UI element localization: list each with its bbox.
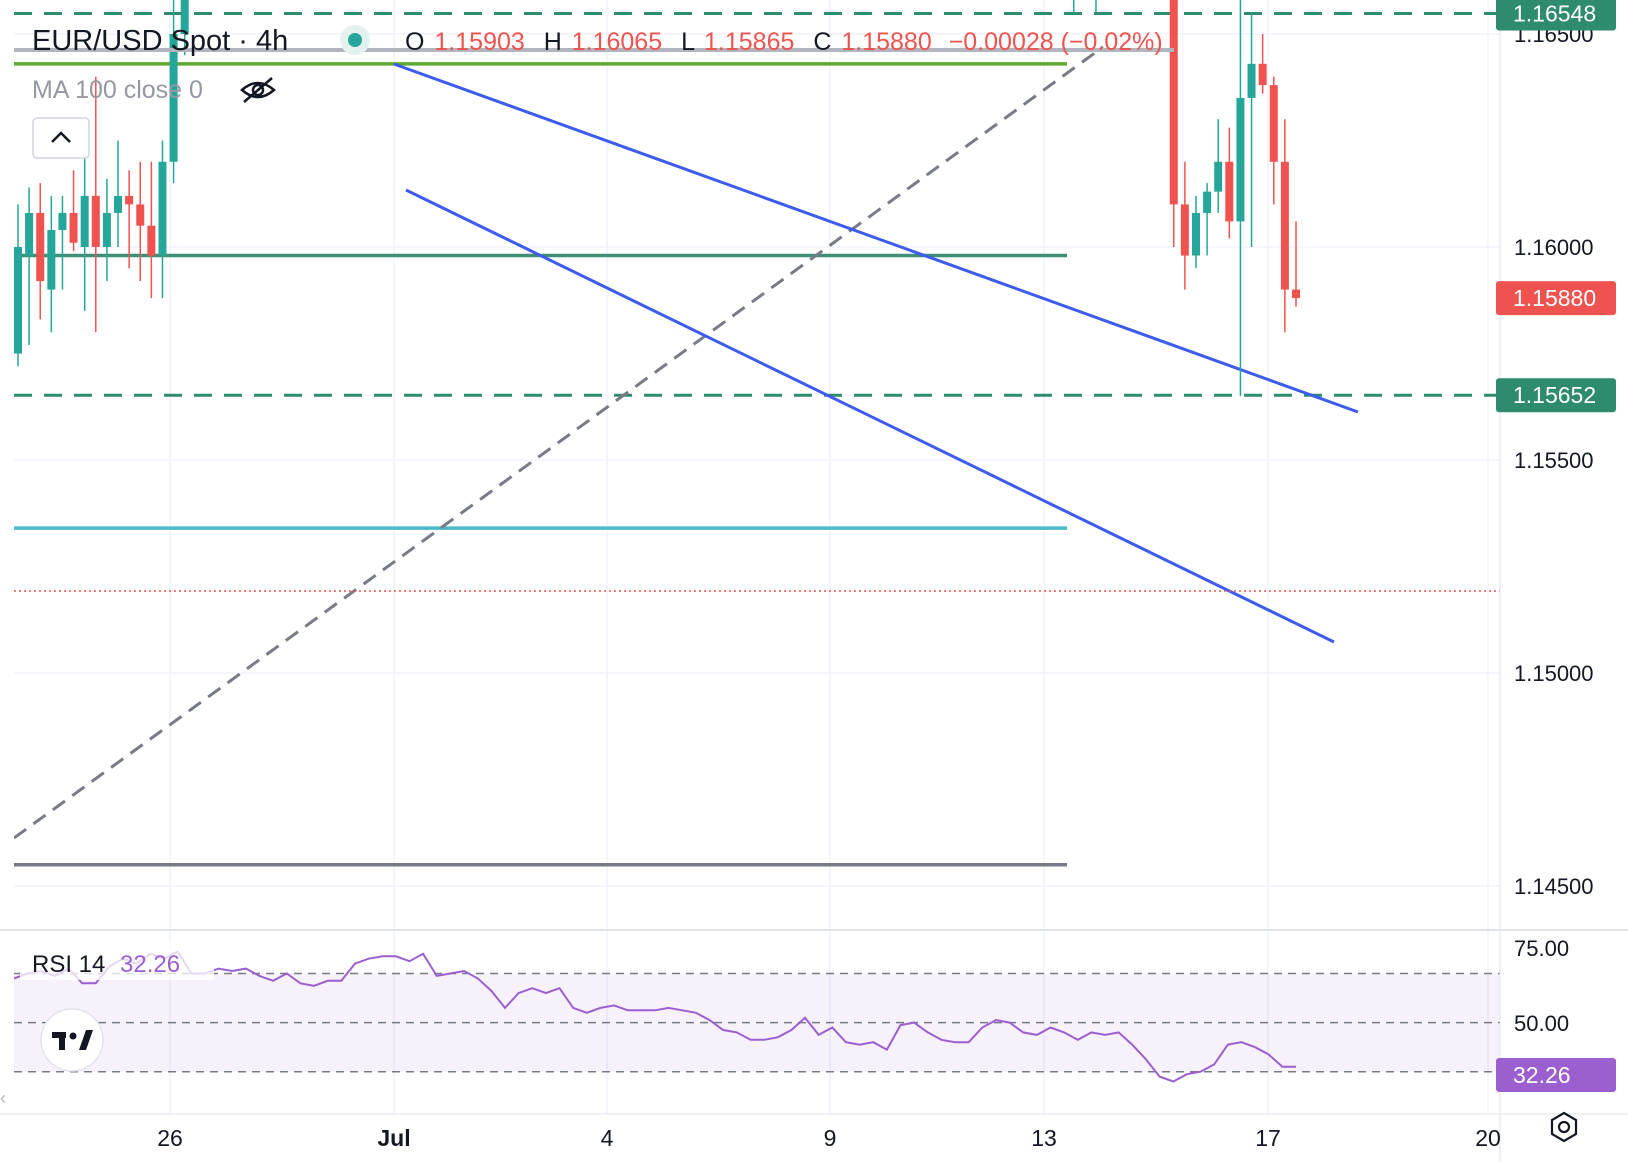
- candle-body: [47, 229, 56, 290]
- candle-body: [1169, 0, 1178, 205]
- candle-body: [1269, 85, 1278, 162]
- price-axis-label: 1.14500: [1514, 874, 1594, 899]
- svg-text:O 1.15903 H: O 1.15903 H 1.16065 L 1.15865 C 1.15880 …: [405, 28, 1163, 56]
- high-label: H: [544, 28, 562, 56]
- close-label: C: [813, 28, 831, 56]
- candle-body: [1225, 161, 1234, 222]
- open-label: O: [405, 28, 424, 56]
- legend-underline: [14, 48, 1174, 52]
- close-value: 1.15880: [841, 28, 931, 56]
- chevron-up-icon: [51, 131, 71, 143]
- candle-body: [158, 161, 167, 256]
- rsi-value-tag-text: 32.26: [1513, 1062, 1571, 1088]
- candle-body: [1214, 161, 1223, 192]
- candle-body: [14, 247, 22, 354]
- candle-body: [58, 212, 67, 230]
- high-value: 1.16065: [572, 28, 662, 56]
- horizontal-levels: [14, 12, 1500, 867]
- candle-body: [1203, 191, 1212, 213]
- rsi-legend-title: RSI 14: [32, 951, 105, 978]
- candle-body: [91, 195, 100, 247]
- candle-body: [80, 195, 89, 247]
- candle-body: [1292, 289, 1300, 299]
- price-tag-text: 1.15652: [1513, 382, 1596, 408]
- price-axis[interactable]: 1.185001.180001.175001.170001.165001.160…: [1514, 0, 1594, 899]
- symbol-title[interactable]: EUR/USD Spot · 4h: [32, 25, 288, 57]
- time-axis-label: 9: [824, 1125, 837, 1151]
- open-value: 1.15903: [434, 28, 524, 56]
- candle-body: [36, 212, 45, 282]
- time-axis-label: 4: [601, 1125, 614, 1151]
- price-tags: 1.183071.178971.175041.169781.165481.158…: [1496, 0, 1616, 413]
- candle-body: [69, 212, 78, 243]
- time-axis-label: 17: [1255, 1125, 1281, 1151]
- candlesticks: [14, 0, 1300, 397]
- time-axis-label: 26: [157, 1125, 183, 1151]
- candle-body: [1280, 161, 1289, 290]
- rsi-legend-value: 32.26: [120, 951, 180, 978]
- rsi-axis-label-50: 50.00: [1514, 1011, 1569, 1036]
- time-axis[interactable]: 26 Jul 4 9 13 17 20: [157, 1125, 1501, 1151]
- candle-body: [1236, 97, 1245, 222]
- price-tag-text: 1.16548: [1513, 1, 1596, 27]
- candle-body: [1180, 204, 1189, 256]
- low-value: 1.15865: [704, 28, 794, 56]
- rsi-series-line: [14, 950, 1296, 1083]
- grid: [14, 0, 1500, 1114]
- tradingview-logo-icon[interactable]: [40, 1008, 104, 1072]
- price-tag-last: [1496, 281, 1616, 316]
- settings-icon[interactable]: [1550, 1111, 1578, 1143]
- price-axis-label: 1.15000: [1514, 661, 1594, 686]
- svg-text:RSI 14 32.26: RSI 14 32.26: [32, 951, 180, 978]
- candle-body: [136, 204, 145, 226]
- candle-body: [169, 34, 178, 162]
- price-axis-label: 1.15500: [1514, 448, 1594, 473]
- price-tag-support: [1496, 378, 1616, 413]
- rsi-band: [14, 972, 1500, 1073]
- time-axis-label: Jul: [377, 1125, 410, 1151]
- hide-eye-icon[interactable]: [240, 77, 276, 103]
- candle-body: [102, 212, 111, 247]
- time-axis-label: 13: [1031, 1125, 1057, 1151]
- rsi-axis-label-75: 75.00: [1514, 936, 1569, 961]
- candle-body: [1191, 212, 1200, 256]
- ma-indicator-label[interactable]: MA 100 close 0: [32, 76, 203, 104]
- rsi-legend-bg: [20, 940, 214, 980]
- candle-body: [1247, 63, 1256, 98]
- rsi-line: [14, 950, 1296, 1083]
- candle-body: [114, 195, 123, 213]
- rising-trendline[interactable]: [14, 45, 1104, 840]
- channel-lower-line[interactable]: [405, 188, 1335, 644]
- channel-upper-line[interactable]: [393, 62, 1359, 414]
- time-axis-label: 20: [1475, 1125, 1501, 1151]
- candle-body: [1258, 63, 1267, 86]
- candle-body: [125, 195, 134, 205]
- price-axis-label: 1.16000: [1514, 235, 1594, 260]
- scroll-handle-icon[interactable]: ‹: [0, 1088, 6, 1108]
- candle-body: [25, 212, 34, 256]
- market-status-dot: [348, 33, 362, 47]
- legend: EUR/USD Spot · 4h O 1.15903 H 1.16065 L …: [14, 25, 1174, 980]
- collapse-legend-button[interactable]: [32, 117, 90, 159]
- price-tag-support: [1496, 0, 1616, 31]
- candle-body: [180, 0, 189, 35]
- candle-body: [147, 225, 156, 256]
- rsi-value-tag: [1496, 1058, 1616, 1092]
- price-tag-text: 1.15880: [1513, 285, 1596, 311]
- trendlines: [14, 45, 1359, 840]
- change-value: −0.00028 (−0.02%): [949, 28, 1163, 56]
- low-label: L: [681, 28, 695, 56]
